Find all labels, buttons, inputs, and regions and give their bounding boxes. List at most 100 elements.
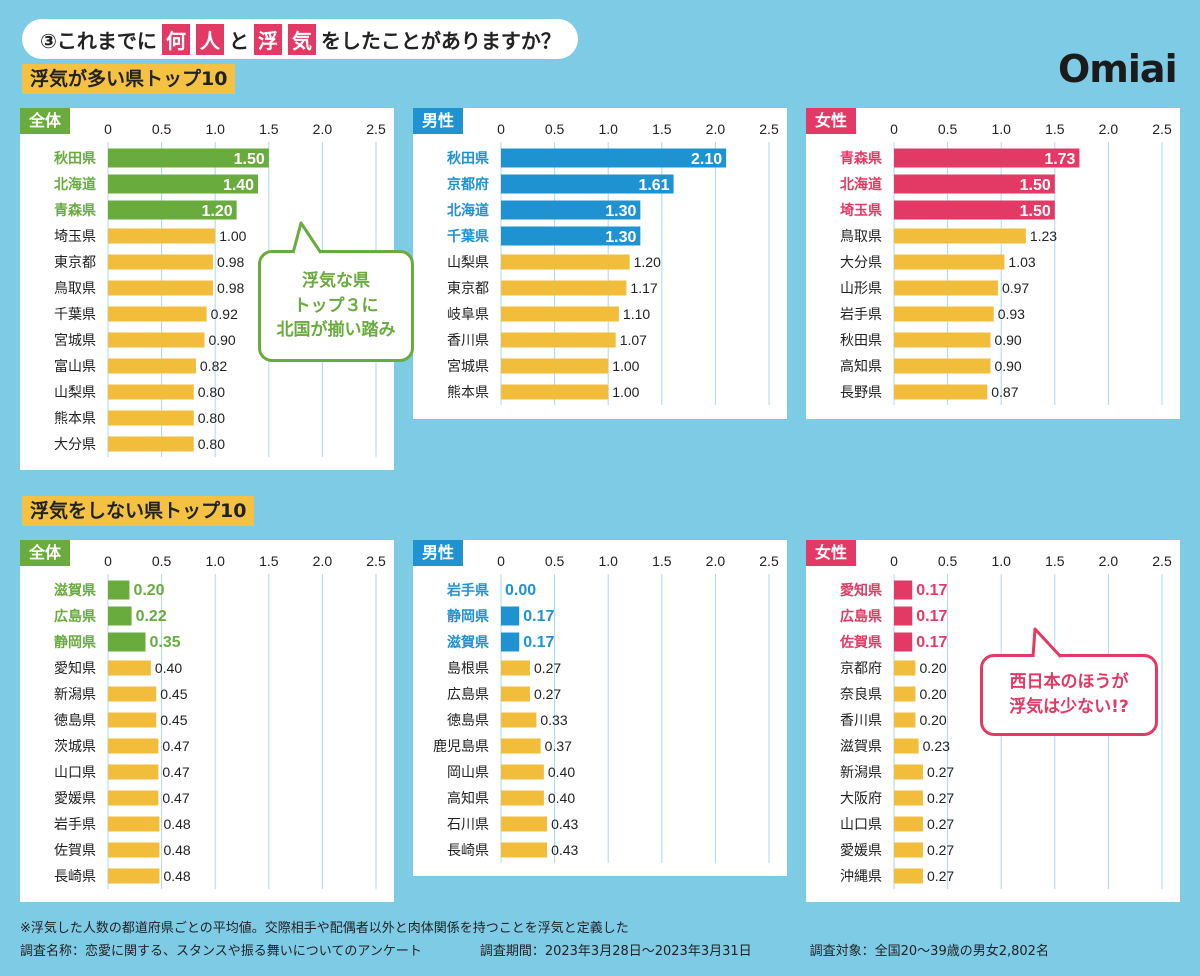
bar [108,816,160,832]
question-text-mid: と [228,28,249,53]
bar [108,660,151,676]
data-label: 0.40 [548,790,575,806]
category-label: 徳島県 [54,713,96,729]
category-label: 新潟県 [54,687,96,703]
data-label: 0.17 [916,582,947,599]
tick-label: 1.0 [205,553,225,569]
category-label: 岩手県 [840,307,882,323]
tick-label: 1.0 [598,121,618,137]
data-label: 0.27 [927,868,954,884]
survey-target: 調査対象：全国20～39歳の男女2,802名 [809,944,1049,959]
data-label: 0.23 [923,738,950,754]
data-label: 0.27 [927,816,954,832]
bar [894,358,991,374]
data-label: 0.45 [160,686,187,702]
category-label: 広島県 [54,608,96,625]
data-label: 1.10 [623,306,650,322]
tick-label: 0 [497,121,505,137]
category-label: 大阪府 [840,791,882,807]
category-label: 沖縄県 [840,869,882,885]
category-label: 宮城県 [54,333,96,349]
bar [501,148,727,168]
category-label: 静岡県 [447,608,489,625]
tick-label: 0.5 [938,121,958,137]
data-label: 1.17 [630,280,657,296]
callout-line: 浮気な県 [302,271,370,292]
data-label: 0.92 [211,306,238,322]
data-label: 0.47 [162,790,189,806]
tick-label: 2.0 [1099,121,1119,137]
category-label: 秋田県 [447,150,489,167]
data-label: 0.80 [198,410,225,426]
category-label: 香川県 [840,713,882,729]
category-label: 熊本県 [54,411,96,427]
bar [894,738,919,754]
tick-label: 0 [890,553,898,569]
callout-line: 浮気は少ない!? [1009,697,1129,717]
tick-label: 1.5 [259,553,279,569]
bar [894,632,913,652]
bar [894,306,994,322]
category-label: 高知県 [447,790,489,807]
data-label: 0.20 [919,712,946,728]
chart-panel-least-overall: 0 0.5 1.0 1.5 2.0 2.5 滋賀県 0.20 広島県 0.22 静岡県 0.35 愛知県… [20,540,394,902]
bar [501,306,619,322]
bar-chart-svg: 0 0.5 1.0 1.5 2.0 2.5 愛知県 0.17 広島県 0.17 佐賀県 0.17 京都府… [839,553,1172,889]
tick-label: 0 [104,553,112,569]
bar [108,148,269,168]
tick-label: 1.5 [652,553,672,569]
data-label: 0.27 [927,790,954,806]
bar-chart-svg: 0 0.5 1.0 1.5 2.0 2.5 岩手県 0.00 静岡県 0.17 滋賀県 0.17 島根県… [433,553,779,863]
bar [501,686,530,702]
data-label: 0.90 [994,358,1021,374]
bar-chart-svg: 0 0.5 1.0 1.5 2.0 2.5 滋賀県 0.20 広島県 0.22 静岡県 0.35 愛知県… [54,553,386,889]
bar [501,174,674,194]
bar [108,436,194,452]
category-label: 千葉県 [54,307,96,323]
bar [108,254,214,270]
category-label: 秋田県 [54,150,96,167]
data-label: 0.43 [551,816,578,832]
category-label: 滋賀県 [54,582,96,599]
data-label: 0.27 [534,660,561,676]
category-label: 千葉県 [447,228,489,245]
category-label: 山形県 [840,281,882,297]
bar [108,686,157,702]
data-label: 0.90 [994,332,1021,348]
bar [894,816,923,832]
category-label: 徳島県 [447,713,489,729]
tick-label: 2.0 [706,553,726,569]
panel-tag: 女性 [806,108,857,134]
bar [894,712,916,728]
category-label: 新潟県 [840,765,882,781]
section-title-most: 浮気が多い県トップ10 [22,64,236,94]
bar [894,686,916,702]
category-label: 京都府 [447,176,489,193]
category-label: 鹿児島県 [433,738,489,755]
bar [894,660,916,676]
data-label: 0.27 [927,842,954,858]
category-label: 岩手県 [54,817,96,833]
data-label: 0.27 [534,686,561,702]
bar [894,842,923,858]
question-highlight: 浮 [253,23,282,55]
data-label: 1.30 [605,203,636,220]
tick-label: 0.5 [152,121,172,137]
bar [108,384,194,400]
footnote: ※浮気した人数の都道府県ごとの平均値。交際相手や配偶者以外と肉体関係を持つことを… [20,921,629,936]
tick-label: 0.5 [545,121,565,137]
category-label: 京都府 [840,661,882,677]
category-label: 鳥取県 [840,229,882,245]
category-label: 高知県 [840,358,882,375]
bar [894,332,991,348]
bar [108,712,157,728]
bar [501,280,627,296]
bar [501,790,544,806]
bar [108,632,146,652]
brand-logo: Omiai [1058,47,1178,91]
category-label: 佐賀県 [54,843,96,859]
data-label: 1.23 [1030,228,1057,244]
category-label: 静岡県 [54,634,96,651]
bar [501,842,548,858]
category-label: 愛知県 [54,660,96,677]
